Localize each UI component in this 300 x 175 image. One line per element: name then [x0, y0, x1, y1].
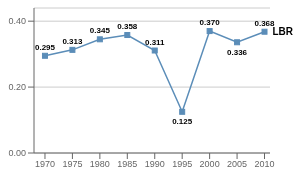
svg-text:0.313: 0.313: [62, 37, 83, 46]
svg-text:0.311: 0.311: [145, 38, 165, 47]
svg-text:1970: 1970: [35, 159, 55, 169]
svg-text:0.20: 0.20: [8, 82, 26, 92]
svg-text:1995: 1995: [172, 159, 192, 169]
svg-text:0.125: 0.125: [172, 117, 193, 126]
svg-text:2000: 2000: [200, 159, 220, 169]
svg-text:0.368: 0.368: [254, 18, 275, 28]
svg-text:0.00: 0.00: [8, 148, 26, 158]
svg-text:2010: 2010: [254, 159, 274, 169]
svg-text:1975: 1975: [62, 159, 82, 169]
svg-text:2005: 2005: [227, 159, 247, 169]
svg-text:1985: 1985: [117, 159, 137, 169]
svg-text:LBR: LBR: [273, 26, 292, 37]
svg-text:0.358: 0.358: [117, 22, 138, 31]
svg-text:1980: 1980: [90, 159, 110, 169]
svg-text:0.345: 0.345: [90, 26, 111, 35]
svg-text:0.40: 0.40: [8, 16, 26, 26]
svg-text:0.336: 0.336: [227, 48, 248, 57]
svg-text:0.295: 0.295: [35, 43, 56, 52]
svg-text:0.370: 0.370: [200, 18, 221, 27]
svg-text:1990: 1990: [145, 159, 165, 169]
